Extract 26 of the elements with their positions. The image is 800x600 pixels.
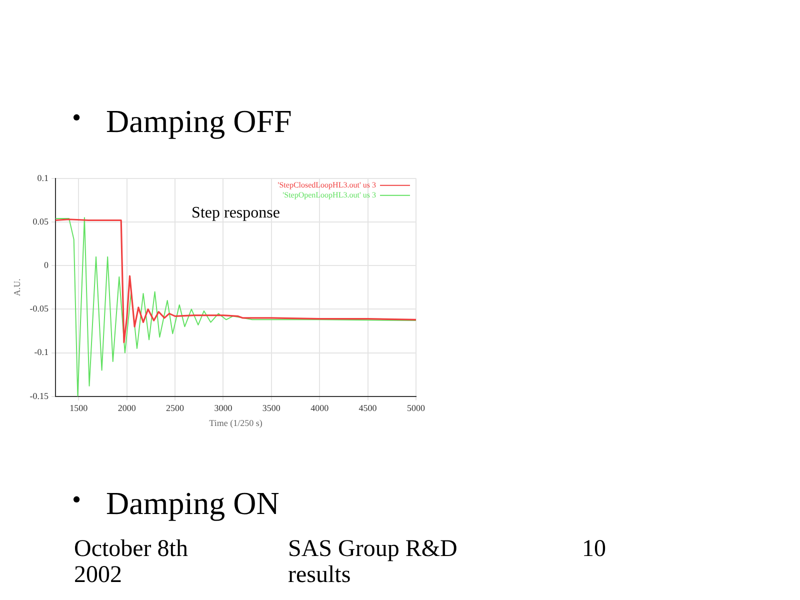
- text: October 8th 2002: [74, 536, 189, 588]
- text: Step response: [192, 204, 280, 222]
- x-tick-label: 4000: [310, 403, 330, 414]
- text: •: [72, 485, 82, 515]
- x-tick-label: 1500: [70, 403, 88, 414]
- y-tick-label: 0: [44, 260, 50, 270]
- x-tick-label: 5000: [407, 403, 426, 414]
- x-axis-title: Time (1/250 s): [209, 418, 262, 428]
- y-tick-label: -0.05: [30, 304, 50, 314]
- y-tick-label: 0.1: [37, 172, 49, 183]
- legend-label: 'StepOpenLoopHL3.out' us 3: [282, 190, 376, 200]
- y-tick-label: -0.15: [30, 390, 50, 401]
- text: Damping OFF: [106, 103, 292, 140]
- y-tick-label: 0.05: [32, 216, 50, 226]
- text: Damping ON: [106, 485, 280, 522]
- legend-label: 'StepClosedLoopHL3.out' us 3: [278, 180, 376, 190]
- x-tick-label: 3000: [214, 403, 233, 414]
- y-axis-title: A.U.: [12, 278, 22, 296]
- x-tick-label: 3500: [262, 403, 281, 414]
- text: 10: [582, 536, 606, 562]
- x-tick-label: 2500: [166, 403, 185, 414]
- x-tick-label: 2000: [118, 403, 136, 414]
- x-tick-label: 4500: [358, 403, 378, 414]
- text: SAS Group R&D results: [288, 536, 458, 588]
- text: •: [72, 103, 82, 133]
- y-tick-label: -0.1: [34, 347, 49, 358]
